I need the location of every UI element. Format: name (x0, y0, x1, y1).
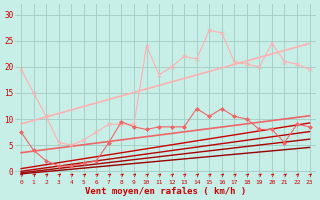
X-axis label: Vent moyen/en rafales ( km/h ): Vent moyen/en rafales ( km/h ) (85, 187, 246, 196)
